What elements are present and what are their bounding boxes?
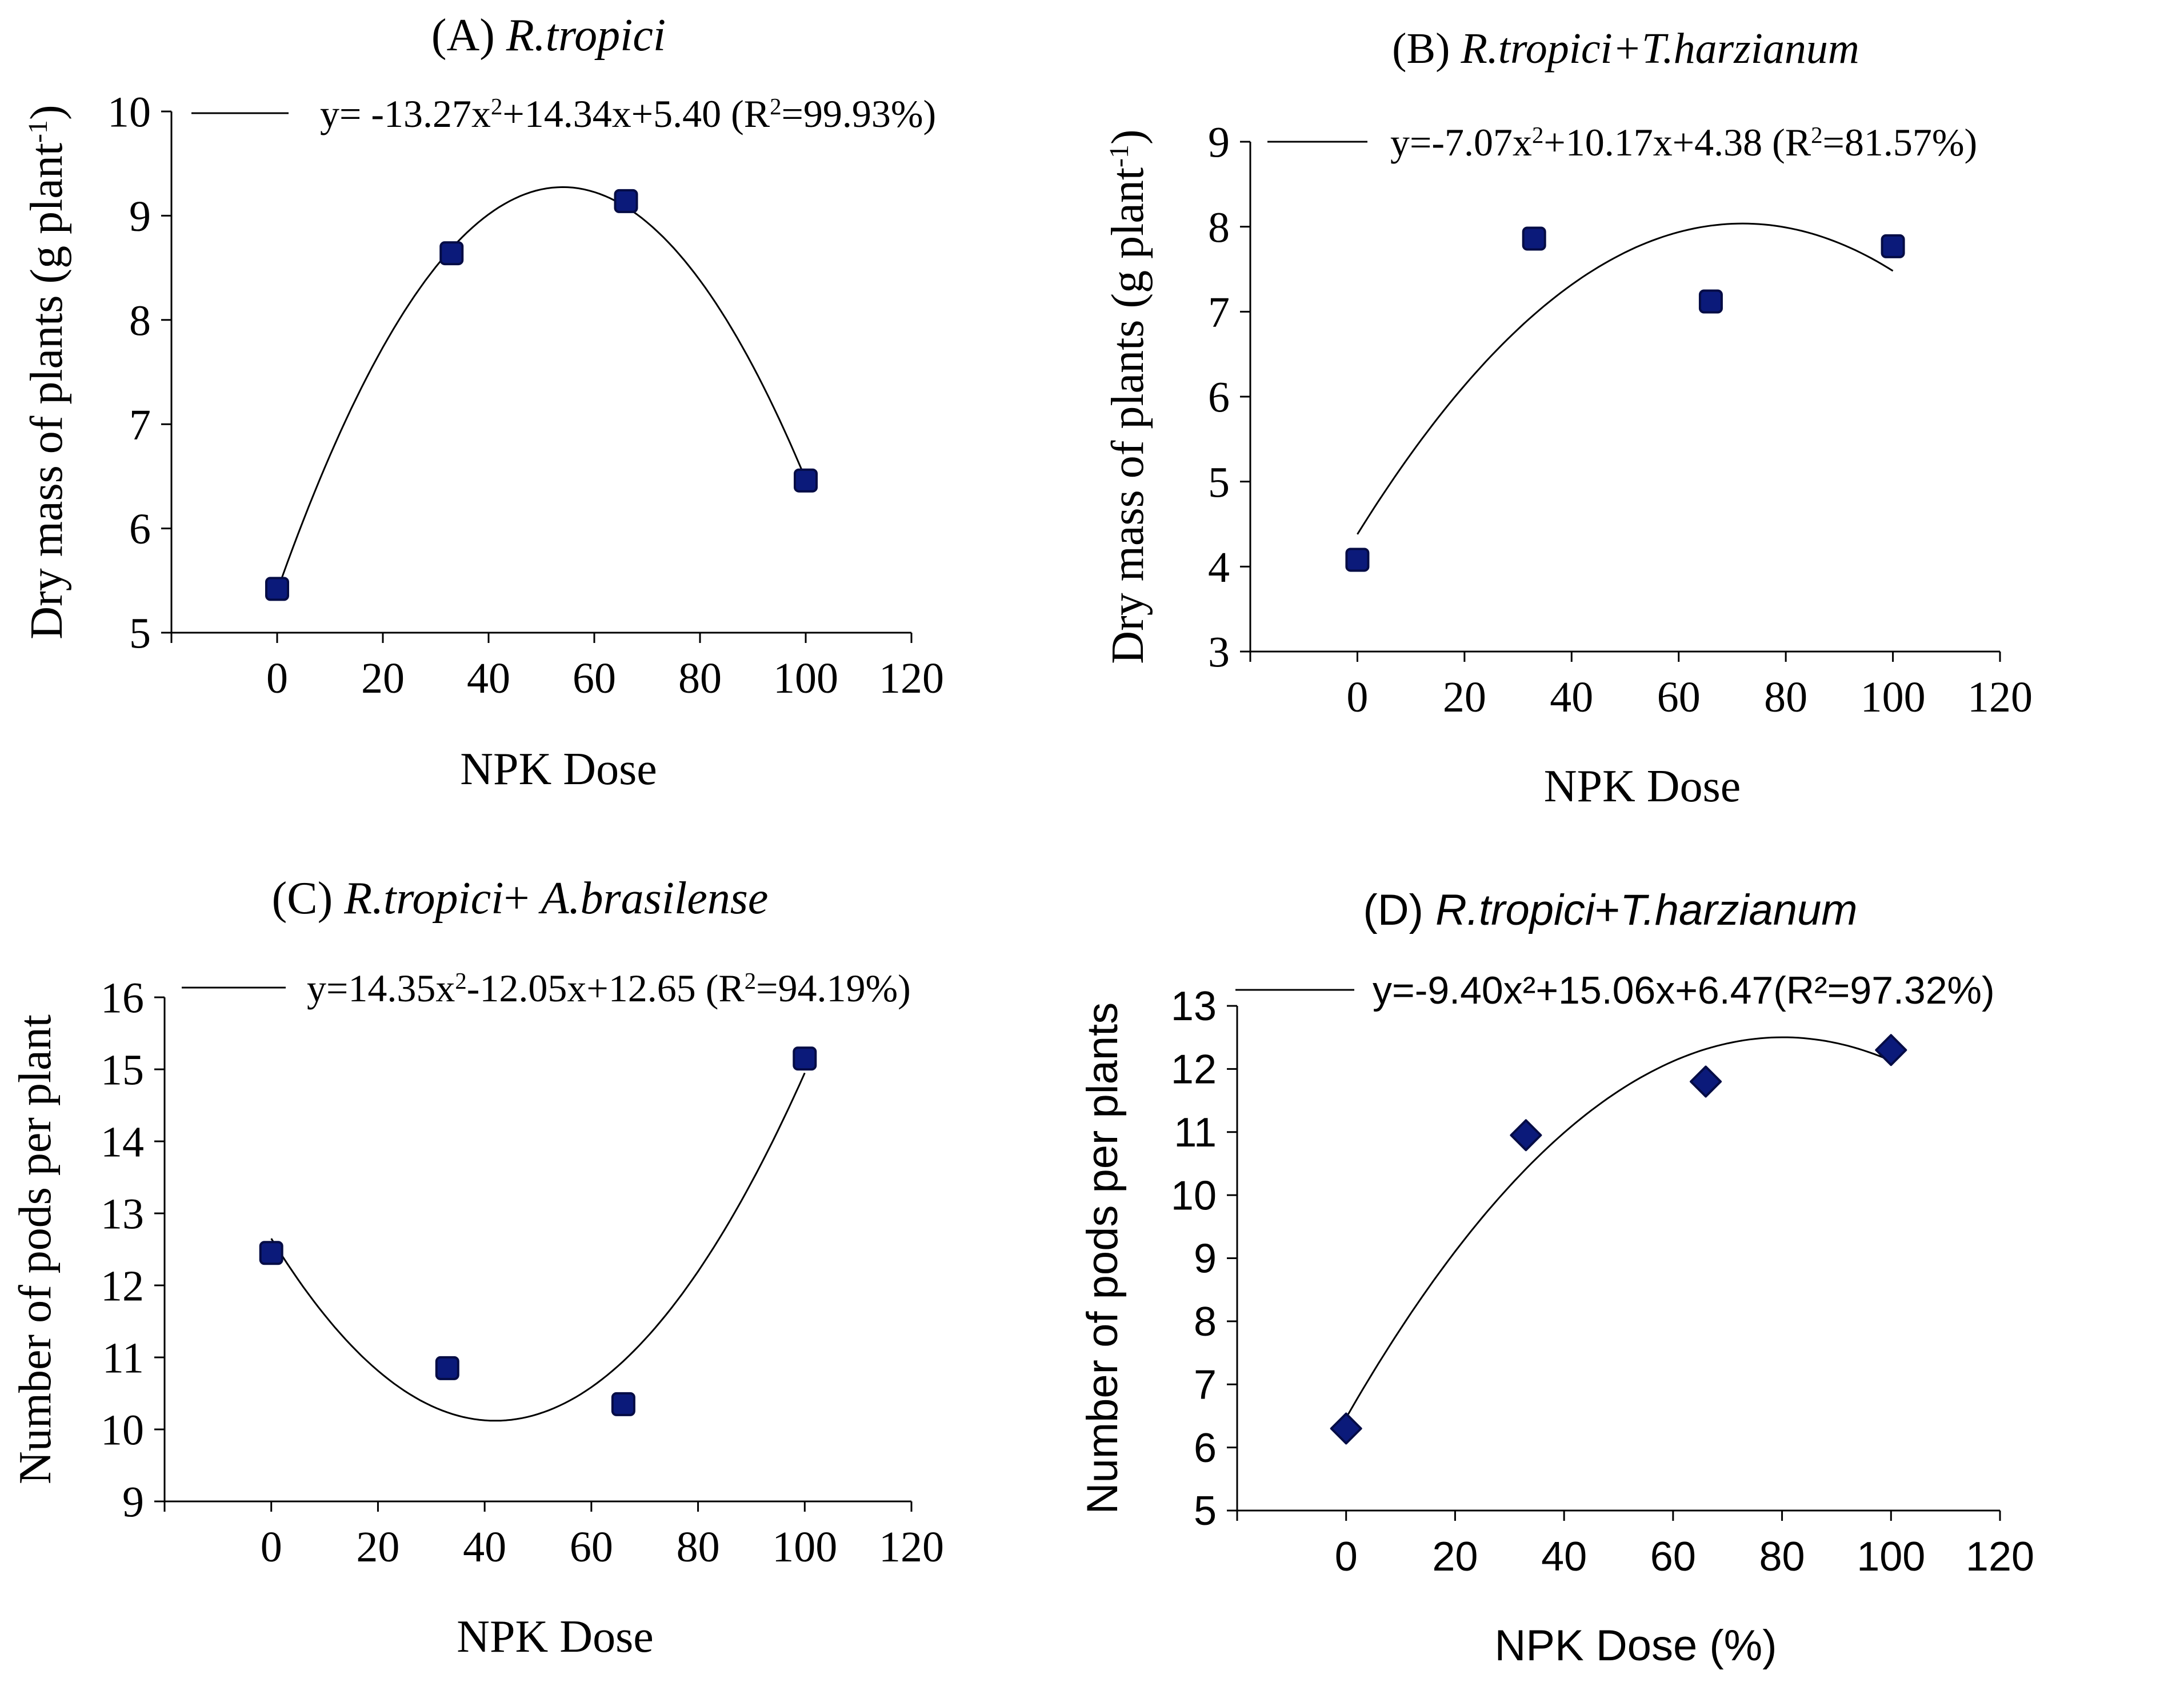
data-point-marker [1345,548,1370,572]
chart-panel-b: 0 20 40 60 80 100 120 3 4 5 6 7 8 9 (B) R.tropici+T.ha… [1103,25,2033,812]
chart-title: (C) R.tropici+ A.brasilense [272,873,769,924]
chart-panel-d: 0 20 40 60 80 100 120 5 6 7 8 9 10 11 12 13 (D) R.tropic… [1078,886,2034,1670]
data-point-marker [1881,234,1905,258]
y-tick-label: 13 [1171,984,1217,1029]
x-tick-label: 80 [678,654,722,702]
x-tick-label: 20 [361,654,405,702]
x-tick-label: 20 [1443,673,1486,721]
x-tick-label: 100 [1861,673,1926,721]
x-tick-label: 60 [573,654,616,702]
x-tick-label: 100 [773,654,838,702]
y-tick-label: 11 [1174,1110,1217,1156]
data-point-marker [611,1392,635,1416]
x-tick-label: 100 [1857,1534,1925,1580]
data-point-marker [1522,226,1546,251]
y-tick-label: 7 [129,401,151,449]
y-tick-label: 6 [129,505,151,553]
x-tick-label: 80 [1764,673,1807,721]
data-point-marker [793,1046,817,1071]
data-point-marker [1690,1065,1722,1098]
fit-curve [1357,222,1894,535]
y-tick-label: 9 [1208,119,1230,167]
x-axis-label: NPK Dose [457,1612,653,1662]
x-tick-label: 0 [261,1523,282,1571]
data-point-marker [265,577,289,601]
y-tick-label: 9 [129,193,151,241]
fit-curve [1345,1036,1891,1419]
y-tick-label: 15 [101,1046,144,1094]
x-tick-label: 60 [1650,1534,1696,1580]
data-point-marker [1330,1412,1362,1445]
fit-curve [270,1072,806,1422]
y-tick-label: 10 [101,1407,144,1455]
y-axis-label: Dry mass of plants (g plant-1) [1103,129,1153,664]
x-tick-label: 80 [677,1523,720,1571]
chart-title: (D) R.tropici+T.harzianum [1363,886,1857,934]
data-point-marker [1510,1119,1542,1152]
y-tick-label: 11 [102,1335,144,1383]
y-axis-label: Number of pods per plants [1078,1002,1127,1515]
x-axis-label: NPK Dose [1544,761,1741,812]
fit-equation: y=-7.07x2+10.17x+4.38 (R2=81.57%) [1390,121,1977,164]
x-tick-label: 40 [1541,1534,1587,1580]
y-tick-label: 9 [122,1479,144,1527]
x-tick-label: 60 [1657,673,1701,721]
x-tick-label: 80 [1759,1534,1805,1580]
x-tick-label: 0 [1346,673,1368,721]
x-tick-label: 0 [1335,1534,1358,1580]
y-axis-label: Dry mass of plants (g plant-1) [22,105,72,639]
x-tick-label: 100 [772,1523,837,1571]
y-tick-label: 10 [107,89,151,137]
x-tick-label: 120 [879,654,944,702]
data-point-marker [1875,1034,1907,1066]
data-point-marker [439,241,464,266]
chart-title: (B) R.tropici+T.harzianum [1392,25,1859,73]
y-tick-label: 12 [1171,1047,1217,1093]
x-tick-label: 60 [570,1523,613,1571]
y-tick-label: 10 [1171,1173,1217,1218]
y-tick-label: 6 [1208,374,1230,422]
y-tick-label: 9 [1194,1236,1217,1282]
fit-equation: y=-9.40x²+15.06x+6.47(R²=97.32%) [1373,969,1995,1012]
y-tick-label: 5 [1194,1488,1217,1534]
y-tick-label: 6 [1194,1425,1217,1471]
data-point-marker [1698,289,1723,314]
y-tick-label: 14 [101,1118,144,1166]
x-axis-label: NPK Dose (%) [1494,1621,1777,1670]
x-axis-label: NPK Dose [460,744,657,794]
chart-panel-c: 0 20 40 60 80 100 120 9 10 11 12 13 14 15 16 (C) R.trop… [10,873,944,1662]
y-axis-label: Number of pods per plant [10,1014,61,1484]
x-tick-label: 120 [1967,673,2033,721]
x-tick-label: 0 [266,654,288,702]
y-tick-label: 7 [1208,289,1230,337]
x-tick-label: 20 [356,1523,399,1571]
chart-title: (A) R.tropici [431,10,666,61]
x-tick-label: 120 [1966,1534,2034,1580]
fit-curve [276,186,807,592]
y-tick-label: 8 [129,297,151,345]
y-tick-label: 16 [101,974,144,1022]
y-tick-label: 13 [101,1190,144,1238]
data-point-marker [614,189,638,213]
y-tick-label: 8 [1194,1299,1217,1345]
y-tick-label: 5 [129,610,151,658]
y-tick-label: 8 [1208,203,1230,251]
fit-equation: y= -13.27x2+14.34x+5.40 (R2=99.93%) [320,92,936,135]
y-tick-label: 7 [1194,1362,1217,1408]
x-tick-label: 40 [463,1523,506,1571]
y-tick-label: 12 [101,1263,144,1311]
y-tick-label: 5 [1208,458,1230,506]
data-point-marker [435,1356,459,1380]
y-tick-label: 3 [1208,629,1230,677]
x-tick-label: 20 [1432,1534,1478,1580]
fit-equation: y=14.35x2-12.05x+12.65 (R2=94.19%) [307,966,911,1010]
data-point-marker [794,468,818,493]
x-tick-label: 40 [467,654,510,702]
x-tick-label: 40 [1550,673,1593,721]
x-tick-label: 120 [879,1523,944,1571]
data-point-marker [259,1241,283,1265]
chart-panel-a: 0 20 40 60 80 100 120 5 6 7 8 9 10 (A) R.tropici NPK D… [22,10,944,794]
y-tick-label: 4 [1208,544,1230,592]
